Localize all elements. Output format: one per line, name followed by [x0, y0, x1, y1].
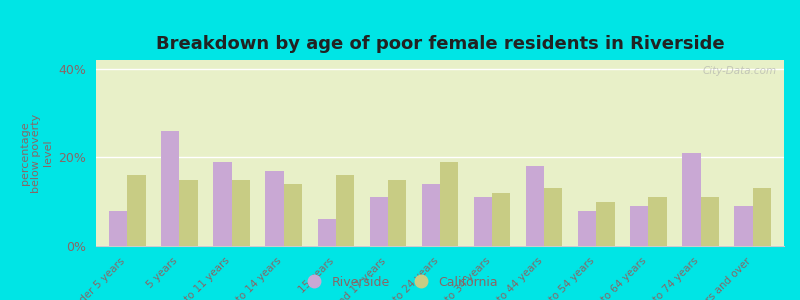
Y-axis label: percentage
below poverty
level: percentage below poverty level [20, 113, 53, 193]
Bar [127, 175, 146, 246]
Bar [266, 171, 284, 246]
Bar [734, 206, 753, 246]
Legend: Riverside, California: Riverside, California [297, 271, 503, 294]
Bar [422, 184, 440, 246]
Bar [474, 197, 492, 246]
Bar [630, 206, 649, 246]
Bar [526, 166, 544, 246]
Bar [109, 211, 127, 246]
Bar [214, 162, 231, 246]
Bar [388, 180, 406, 246]
Bar [440, 162, 458, 246]
Bar [701, 197, 719, 246]
Bar [318, 219, 336, 246]
Bar [284, 184, 302, 246]
Title: Breakdown by age of poor female residents in Riverside: Breakdown by age of poor female resident… [156, 35, 724, 53]
Bar [544, 188, 562, 246]
Bar [231, 180, 250, 246]
Bar [596, 202, 614, 246]
Text: City-Data.com: City-Data.com [703, 66, 777, 76]
Bar [682, 153, 701, 246]
Bar [649, 197, 666, 246]
Bar [753, 188, 771, 246]
Bar [336, 175, 354, 246]
Bar [161, 131, 179, 246]
Bar [492, 193, 510, 246]
Bar [179, 180, 198, 246]
Bar [578, 211, 596, 246]
Bar [370, 197, 388, 246]
